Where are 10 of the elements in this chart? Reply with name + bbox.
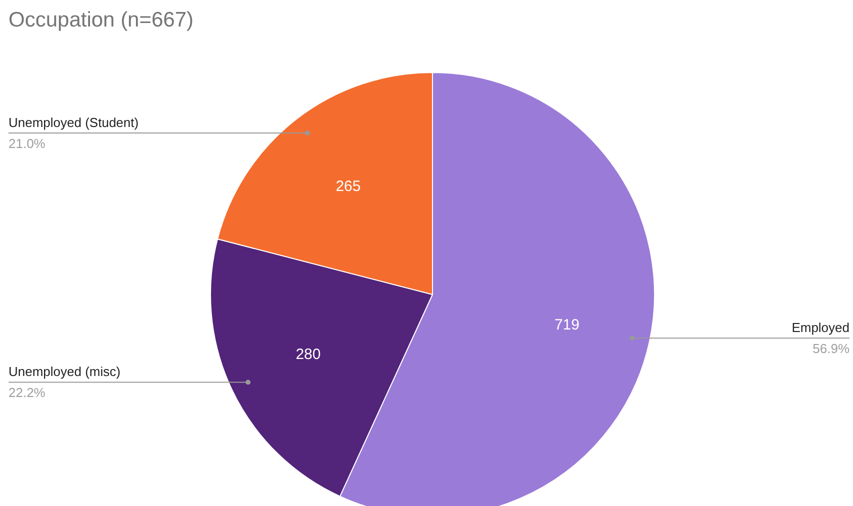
slice-label: Employed [792,320,850,336]
slice-label: Unemployed (Student) [8,115,139,130]
data-label: 22.2% [8,385,46,400]
text: 719 [554,316,580,334]
text: 280 [296,346,321,364]
chart-title: Occupation (n=667) [8,8,194,32]
data-label: 56.9% [812,341,850,356]
data-label: 21.0% [8,136,46,152]
text: 265 [336,178,361,196]
slice-label: Unemployed (misc) [8,364,120,380]
